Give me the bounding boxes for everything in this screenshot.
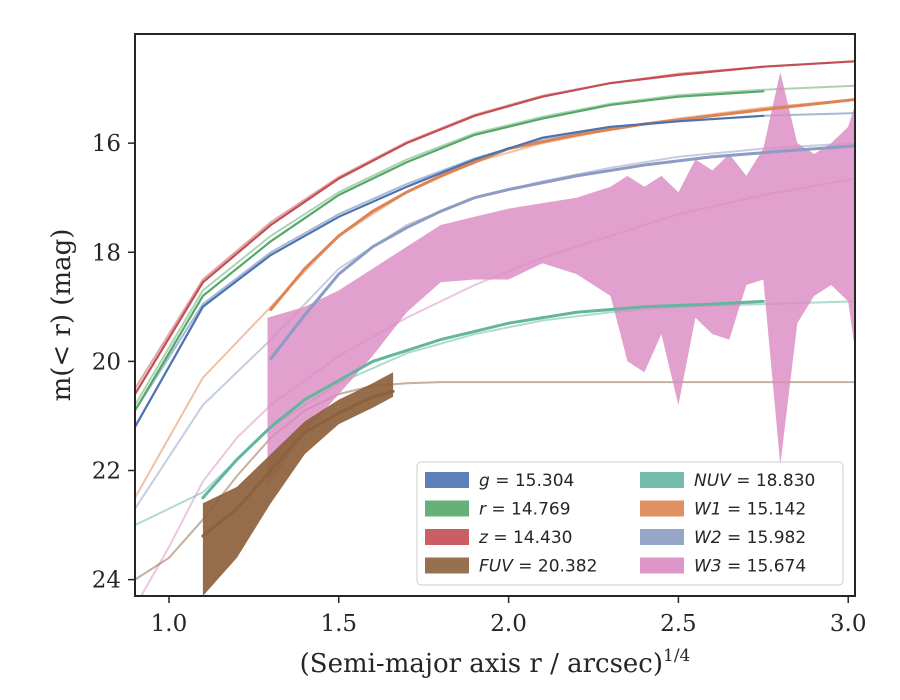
x-tick-label-0: 1.0	[151, 611, 188, 637]
profile-line-fuv	[201, 389, 395, 538]
legend-swatch-z	[425, 529, 469, 545]
x-axis: 1.0 1.5 2.0 2.5 3.0	[151, 596, 867, 637]
legend: g = 15.304 r = 14.769 z = 14.430 FUV = 20.3…	[416, 461, 844, 586]
model-curve-r	[135, 84, 855, 406]
legend-label-fuv: FUV = 20.382	[479, 557, 597, 577]
y-tick-label-0: 16	[92, 131, 121, 157]
x-tick-label-1: 1.5	[320, 611, 357, 637]
x-tick-label-4: 3.0	[830, 611, 867, 637]
legend-label-z: z = 14.430	[478, 528, 572, 548]
x-axis-title: (Semi-major axis r / arcsec)1/4	[300, 646, 691, 679]
x-tick-label-3: 2.5	[660, 611, 697, 637]
profile-band-w3	[267, 72, 855, 487]
profile-line-nuv	[201, 299, 765, 500]
legend-swatch-g	[425, 472, 469, 488]
y-tick-label-3: 22	[92, 459, 121, 485]
plot-frame	[134, 33, 856, 597]
legend-label-g: g = 15.304	[479, 471, 574, 491]
legend-frame	[416, 461, 844, 586]
y-tick-label-2: 20	[92, 349, 121, 375]
profile-line-w2	[269, 144, 855, 361]
profile-line-z	[135, 60, 855, 396]
legend-swatch-r	[425, 500, 469, 517]
y-axis: 16 18 20 22 24	[92, 131, 135, 594]
y-axis-title: m(< r) (mag)	[47, 229, 77, 402]
x-tick-label-2: 2.0	[490, 611, 527, 637]
legend-swatch-fuv	[425, 557, 469, 574]
x-axis-title-main: (Semi-major axis r / arcsec)	[300, 649, 663, 679]
profile-line-w1	[269, 98, 855, 311]
plot-area	[135, 60, 855, 596]
profile-line-r	[135, 90, 765, 412]
y-tick-label-4: 24	[92, 568, 121, 594]
legend-label-w1: W1 = 15.142	[694, 500, 806, 520]
legend-label-nuv: NUV = 18.830	[694, 471, 815, 491]
profile-band-fuv	[202, 372, 394, 596]
legend-label-w3: W3 = 15.674	[694, 557, 806, 577]
legend-label-r: r = 14.769	[479, 500, 571, 520]
legend-label-w2: W2 = 15.982	[694, 528, 806, 548]
legend-swatch-w3	[640, 557, 684, 574]
legend-swatch-nuv	[640, 472, 684, 488]
legend-swatch-w2	[640, 529, 684, 545]
profile-line-g	[135, 114, 765, 428]
y-tick-label-1: 18	[92, 240, 121, 266]
x-axis-title-exponent: 1/4	[663, 646, 690, 666]
legend-items: g = 15.304 r = 14.769 z = 14.430 FUV = 20.3…	[425, 471, 815, 577]
legend-swatch-w1	[640, 500, 684, 517]
